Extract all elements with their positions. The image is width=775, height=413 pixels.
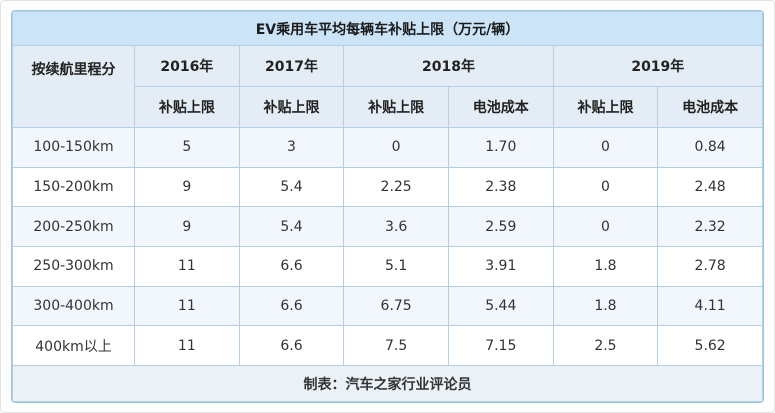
range-cell: 250-300km (12, 245, 135, 287)
value-cell: 2.32 (657, 206, 763, 247)
value-cell: 0 (552, 206, 659, 247)
sub-header-row: 补贴上限 补贴上限 补贴上限 电池成本 补贴上限 电池成本 (13, 86, 763, 128)
ev-subsidy-table-card: EV乘用车平均每辆车补贴上限（万元/辆） 按续航里程分 2016年 2017年 … (11, 10, 764, 403)
value-cell: 9 (134, 206, 240, 247)
value-cell: 11 (134, 245, 240, 287)
value-cell: 9 (134, 166, 240, 208)
year-header-2016: 2016年 (134, 45, 240, 87)
value-cell: 11 (134, 285, 240, 327)
table-source-note: 制表：汽车之家行业评论员 (12, 365, 763, 402)
value-cell: 7.5 (343, 325, 449, 366)
value-cell: 4.11 (657, 285, 763, 327)
range-cell: 100-150km (12, 127, 135, 168)
value-cell: 1.8 (552, 245, 659, 287)
value-cell: 1.8 (552, 285, 659, 327)
range-cell: 400km以上 (12, 325, 135, 366)
year-header-row: 按续航里程分 2016年 2017年 2018年 2019年 (12, 45, 763, 128)
value-cell: 5.44 (447, 285, 554, 327)
value-cell: 2.48 (657, 166, 763, 208)
table-row: 100-150km 5 3 0 1.70 0 0.84 (12, 127, 763, 168)
year-header-2019: 2019年 (552, 45, 763, 87)
sub-header-subsidy-2019: 补贴上限 (552, 86, 659, 128)
value-cell: 0 (552, 127, 659, 168)
value-cell: 2.25 (343, 166, 449, 208)
value-cell: 0 (343, 127, 449, 168)
value-cell: 1.70 (447, 127, 554, 168)
year-header-2017: 2017年 (238, 45, 345, 87)
value-cell: 3.6 (343, 206, 449, 247)
title-row: EV乘用车平均每辆车补贴上限（万元/辆） (12, 11, 763, 46)
value-cell: 5.1 (343, 245, 449, 287)
range-cell: 150-200km (12, 166, 135, 208)
table-row: 300-400km 11 6.6 6.75 5.44 1.8 4.11 (12, 285, 763, 327)
value-cell: 5.4 (238, 206, 345, 247)
sub-header-subsidy-2018: 补贴上限 (343, 86, 449, 128)
value-cell: 6.6 (238, 325, 345, 366)
value-cell: 5.4 (238, 166, 345, 208)
table-row: 150-200km 9 5.4 2.25 2.38 0 2.48 (12, 166, 763, 208)
value-cell: 3 (238, 127, 345, 168)
table-row: 200-250km 9 5.4 3.6 2.59 0 2.32 (12, 206, 763, 247)
range-cell: 200-250km (12, 206, 135, 247)
value-cell: 2.5 (552, 325, 659, 366)
table-row: 250-300km 11 6.6 5.1 3.91 1.8 2.78 (12, 245, 763, 287)
value-cell: 0 (552, 166, 659, 208)
value-cell: 3.91 (447, 245, 554, 287)
value-cell: 6.6 (238, 245, 345, 287)
value-cell: 2.59 (447, 206, 554, 247)
value-cell: 6.75 (343, 285, 449, 327)
value-cell: 11 (134, 325, 240, 366)
value-cell: 6.6 (238, 285, 345, 327)
sub-header-subsidy-2017: 补贴上限 (238, 86, 345, 128)
ev-subsidy-table: EV乘用车平均每辆车补贴上限（万元/辆） 按续航里程分 2016年 2017年 … (12, 11, 763, 402)
sub-header-subsidy-2016: 补贴上限 (134, 86, 240, 128)
sub-header-battery-2019: 电池成本 (657, 86, 763, 128)
value-cell: 2.78 (657, 245, 763, 287)
year-header-2018: 2018年 (343, 45, 554, 87)
range-column-header: 按续航里程分 (12, 45, 135, 128)
table-row: 400km以上 11 6.6 7.5 7.15 2.5 5.62 (12, 325, 763, 366)
value-cell: 5 (134, 127, 240, 168)
value-cell: 2.38 (447, 166, 554, 208)
table-title: EV乘用车平均每辆车补贴上限（万元/辆） (12, 11, 763, 46)
value-cell: 0.84 (657, 127, 763, 168)
range-cell: 300-400km (12, 285, 135, 327)
footer-row: 制表：汽车之家行业评论员 (12, 365, 763, 402)
value-cell: 7.15 (447, 325, 554, 366)
sub-header-battery-2018: 电池成本 (447, 86, 554, 128)
value-cell: 5.62 (657, 325, 763, 366)
